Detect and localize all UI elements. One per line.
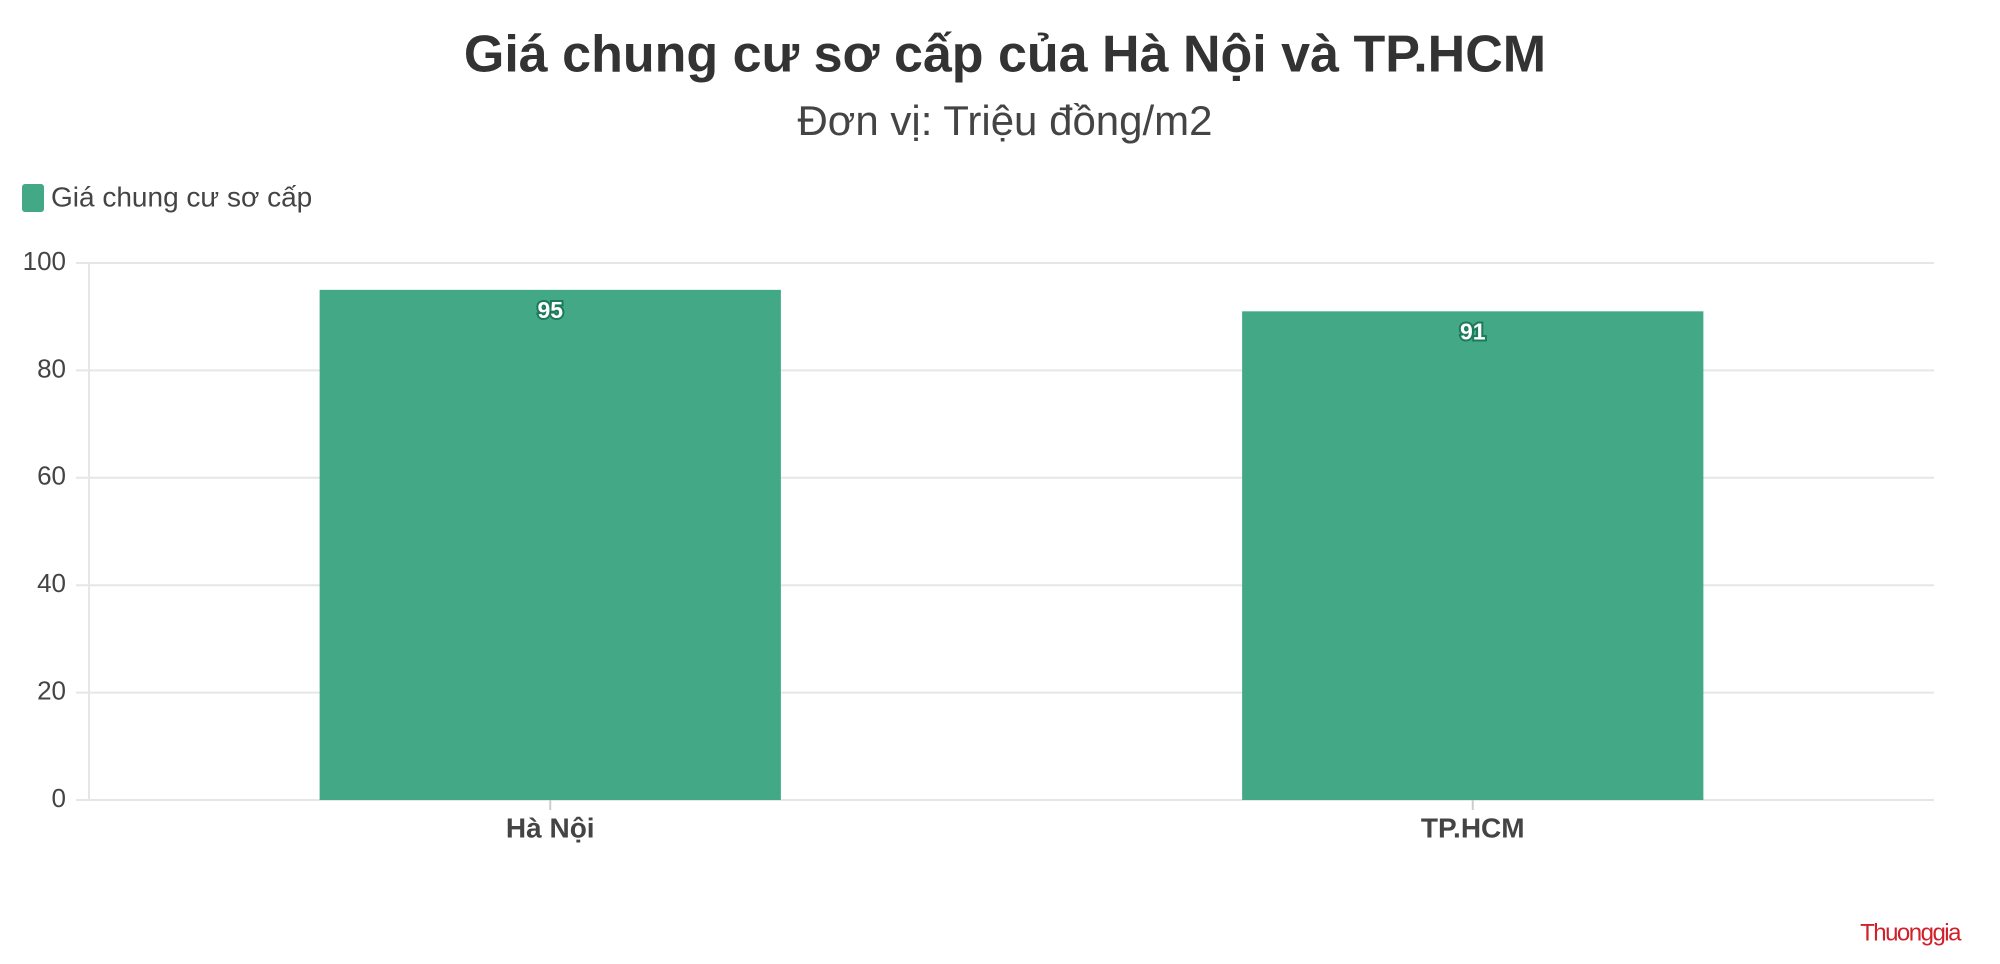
watermark: Thuonggia xyxy=(1860,919,1962,946)
legend-label: Giá chung cư sơ cấp xyxy=(51,181,312,212)
value-label: 91 xyxy=(1460,318,1486,344)
legend-swatch xyxy=(22,184,44,212)
y-tick-label: 80 xyxy=(37,353,66,383)
y-tick-label: 100 xyxy=(23,246,66,276)
y-tick-label: 20 xyxy=(37,675,66,705)
value-label: 95 xyxy=(537,297,563,323)
x-tick-label: TP.HCM xyxy=(1421,812,1525,843)
bar xyxy=(319,289,781,800)
bar xyxy=(1242,311,1704,800)
y-tick-label: 40 xyxy=(37,568,66,598)
chart-subtitle: Đơn vị: Triệu đồng/m2 xyxy=(797,97,1212,144)
y-tick-label: 60 xyxy=(37,461,66,491)
y-tick-label: 0 xyxy=(52,783,66,813)
x-tick-label: Hà Nội xyxy=(506,812,595,843)
chart-title: Giá chung cư sơ cấp của Hà Nội và TP.HCM xyxy=(464,26,1546,84)
